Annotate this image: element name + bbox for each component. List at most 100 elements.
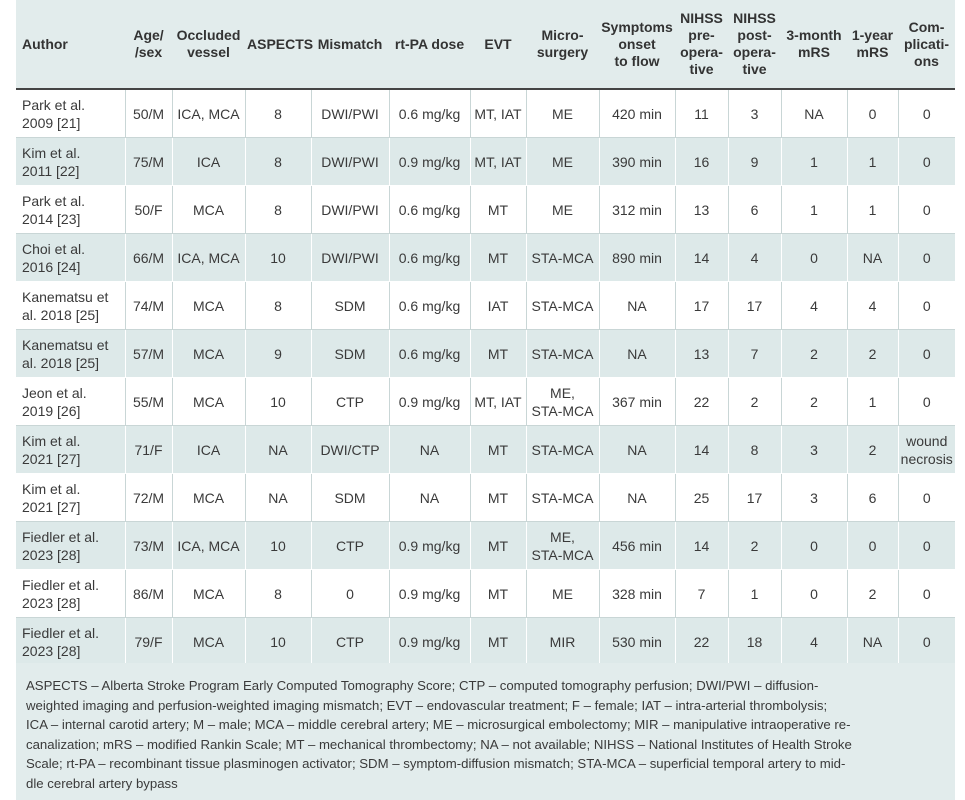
cell-rtpa-dose: 0.9 mg/kg (398, 585, 461, 602)
cell-evt: MT (487, 249, 509, 266)
table-cell: MT (470, 425, 527, 474)
table-cell: Park et al. 2014 [23] (16, 185, 126, 234)
cell-1year-mrs: 2 (868, 585, 877, 602)
table-cell: 0.6 mg/kg (389, 233, 471, 282)
table-cell: SDM (311, 329, 390, 378)
table-cell: STA-MCA (526, 233, 600, 282)
cell-microsurgery: ME (552, 585, 573, 602)
table-cell: NA (389, 473, 471, 522)
table-cell: 10 (245, 377, 312, 426)
header-age-sex: Age/ /sex (125, 0, 172, 90)
header-evt: EVT (470, 0, 526, 90)
cell-author: Kanematsu et al. 2018 [25] (22, 288, 109, 323)
cell-rtpa-dose: 0.9 mg/kg (398, 153, 461, 170)
header-microsurgery: Micro- surgery (526, 0, 599, 90)
table-cell: 17 (728, 473, 782, 522)
cell-3month-mrs: 3 (810, 441, 818, 458)
cell-complications: 0 (922, 297, 931, 314)
table-cell: 8 (245, 185, 312, 234)
cell-rtpa-dose: 0.9 mg/kg (398, 633, 461, 650)
cell-3month-mrs: 2 (810, 345, 818, 362)
table-cell: MT (470, 185, 527, 234)
cell-complications: 0 (922, 633, 931, 650)
cell-evt: MT (487, 489, 509, 506)
table-cell: 86/M (125, 569, 173, 618)
cell-rtpa-dose: NA (419, 489, 440, 506)
table-cell: NA (847, 617, 899, 666)
cell-aspects: 8 (274, 105, 282, 122)
cell-nihss-post: 2 (750, 537, 759, 554)
cell-evt: MT, IAT (474, 393, 522, 410)
cell-complications: 0 (922, 537, 931, 554)
cell-microsurgery: MIR (549, 633, 576, 650)
table-footnote: ASPECTS – Alberta Stroke Program Early C… (16, 663, 955, 800)
table-cell: 66/M (125, 233, 173, 282)
table-cell: Fiedler et al. 2023 [28] (16, 521, 126, 570)
table-cell: 4 (728, 233, 782, 282)
cell-age-sex: 66/M (132, 249, 165, 266)
table-cell: 0 (781, 569, 848, 618)
table-cell: MIR (526, 617, 600, 666)
cell-nihss-pre: 14 (693, 249, 710, 266)
cell-nihss-pre: 14 (693, 537, 710, 554)
table-row: Kim et al. 2021 [27] 71/F ICA NA DWI/CTP NA MT… (16, 425, 955, 474)
cell-nihss-post: 1 (750, 585, 759, 602)
table-cell: 0.6 mg/kg (389, 281, 471, 330)
cell-aspects: 10 (270, 537, 286, 554)
table-cell: 890 min (599, 233, 676, 282)
cell-author: Kanematsu et al. 2018 [25] (22, 336, 109, 371)
table-cell: 328 min (599, 569, 676, 618)
table-cell: NA (847, 233, 899, 282)
cell-symptoms-onset: 312 min (612, 201, 662, 218)
table-cell: 0 (898, 473, 955, 522)
table-cell: 0 (898, 377, 955, 426)
table-cell: Fiedler et al. 2023 [28] (16, 617, 126, 666)
table-cell: NA (389, 425, 471, 474)
table-cell: 0 (898, 617, 955, 666)
cell-mismatch: DWI/PWI (321, 249, 379, 266)
table-cell: 13 (675, 185, 729, 234)
table-row: Park et al. 2009 [21] 50/M ICA, MCA 8 DWI/PW… (16, 89, 955, 138)
cell-nihss-post: 17 (746, 489, 763, 506)
table-cell: 4 (847, 281, 899, 330)
table-cell: MT (470, 233, 527, 282)
cell-complications: 0 (922, 345, 931, 362)
cell-aspects: 10 (270, 633, 286, 650)
cell-complications: 0 (922, 201, 931, 218)
cell-occluded-vessel: ICA, MCA (177, 249, 240, 266)
cell-age-sex: 55/M (132, 393, 165, 410)
table-cell: Park et al. 2009 [21] (16, 89, 126, 138)
table-cell: 0 (898, 233, 955, 282)
table-cell: 1 (781, 185, 848, 234)
cell-nihss-pre: 22 (693, 633, 710, 650)
table-row: Fiedler et al. 2023 [28] 73/M ICA, MCA 10 CT… (16, 521, 955, 570)
cell-aspects: NA (268, 441, 288, 458)
cell-nihss-post: 18 (746, 633, 763, 650)
table-cell: ICA (172, 425, 246, 474)
cell-1year-mrs: 4 (868, 297, 877, 314)
cell-age-sex: 75/M (132, 153, 165, 170)
table-cell: ME (526, 137, 600, 186)
table-cell: MT (470, 617, 527, 666)
cell-nihss-pre: 22 (693, 393, 710, 410)
cell-rtpa-dose: NA (419, 441, 440, 458)
table-row: Fiedler et al. 2023 [28] 79/F MCA 10 CTP 0.9 … (16, 617, 955, 666)
cell-author: Kim et al. 2021 [27] (22, 432, 81, 467)
table-cell: ICA, MCA (172, 89, 246, 138)
table-cell: 0 (847, 89, 899, 138)
table-cell: 22 (675, 617, 729, 666)
cell-complications: 0 (922, 249, 931, 266)
cell-microsurgery: STA-MCA (531, 297, 594, 314)
table-cell: 0 (898, 329, 955, 378)
table-cell: 0 (847, 521, 899, 570)
table-cell: 1 (847, 137, 899, 186)
cell-3month-mrs: 3 (810, 489, 818, 506)
cell-complications: 0 (922, 105, 931, 122)
cell-mismatch: SDM (334, 297, 366, 314)
table-cell: 312 min (599, 185, 676, 234)
table-cell: NA (599, 329, 676, 378)
cell-occluded-vessel: MCA (192, 201, 225, 218)
cell-occluded-vessel: ICA, MCA (177, 105, 240, 122)
table-cell: Kim et al. 2011 [22] (16, 137, 126, 186)
table-cell: MCA (172, 377, 246, 426)
